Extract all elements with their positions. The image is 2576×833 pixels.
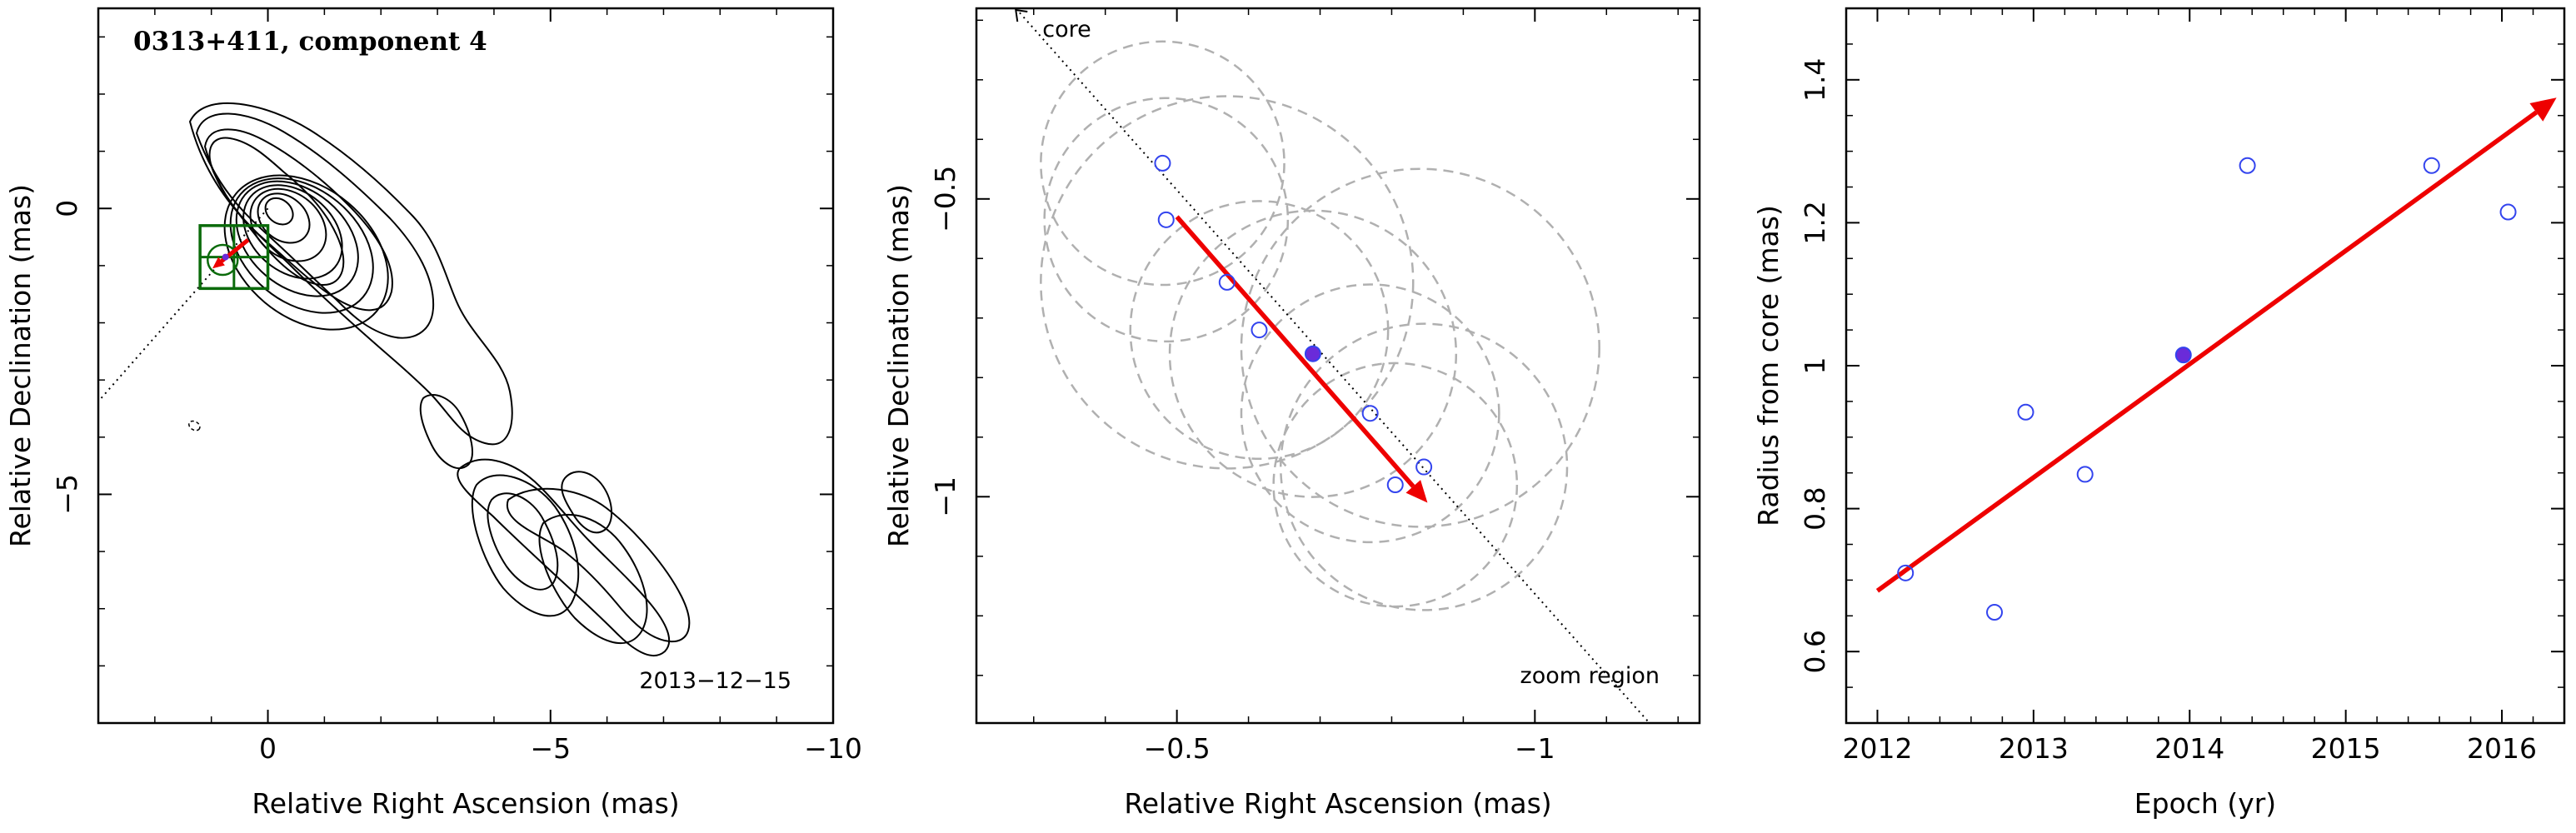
panel-radius-vs-epoch: 2012 2013 2014 2015 2016 0.6 0.8 1 1.2 1.4 Epoch … [1752,7,2566,820]
component-velocity-arrow-head [212,257,225,269]
ticks: 2012 2013 2014 2015 2016 0.6 0.8 1 1.2 1.4 [1799,7,2565,765]
component-position [1218,273,1236,291]
core-arrow-head [1015,8,1028,22]
contour-level [208,137,345,287]
x-tick-label: −0.5 [1144,732,1211,765]
radius-point [2017,403,2034,421]
chart-title: 0313+411, component 4 [133,27,487,57]
x-tick-label: 2012 [1842,732,1912,765]
component-size-circle [1129,200,1390,461]
radius-point [1897,564,1915,581]
component-position-filled [1304,345,1321,362]
epoch-label: 2013−12−15 [639,668,791,694]
component-position [1386,476,1404,493]
component-size-circle [1040,40,1286,287]
fit-arrow-shaft [1875,110,2538,593]
radius-content [1875,97,2557,621]
contour-level [188,102,513,446]
x-axis-label: Epoch (yr) [2134,787,2276,820]
y-tick-label: 0 [51,200,83,217]
contour-level [235,180,359,297]
x-tick-label: 2016 [2467,732,2537,765]
panel-frame [975,7,1701,725]
contour-level [264,197,294,226]
y-tick-label: 0.6 [1799,630,1831,673]
y-tick-label: −1 [929,476,961,517]
x-tick-label: 2014 [2154,732,2224,765]
contour-level [419,394,473,470]
x-axis-label: Relative Right Ascension (mas) [1124,787,1551,820]
panel-zoom-region: −0.5 −1 −0.5 −1 core zoom region Relative R… [882,7,1701,820]
velocity-arrow-shaft [1175,215,1415,488]
panel-frame [97,7,835,725]
component-position [1154,154,1171,172]
contour-overlay [98,207,270,403]
y-tick-label: −5 [51,474,83,515]
beam-ellipse [188,420,201,431]
contour-level [457,458,671,656]
radius-point [2076,466,2094,483]
contour-lines [188,102,691,656]
y-axis-label: Relative Declination (mas) [4,184,37,547]
x-tick-label: 0 [259,732,277,765]
y-tick-label: −0.5 [929,166,961,232]
contour-level [257,192,311,244]
component-circle [207,243,239,277]
y-tick-label: 1.2 [1799,201,1831,244]
component-size-circle [1240,167,1600,528]
panel-frame [1845,7,2566,725]
y-axis-label: Radius from core (mas) [1752,205,1785,526]
radius-point [2499,203,2517,221]
component-size-circle [1272,362,1519,608]
x-tick-label: 2015 [2311,732,2381,765]
x-tick-label: −10 [804,732,862,765]
zoom-region-annotation: zoom region [1520,663,1660,689]
core-annotation: core [1042,17,1091,42]
y-tick-label: 0.8 [1799,486,1831,530]
component-position [222,253,229,261]
jet-direction-line [1015,8,1650,723]
component-position [1251,322,1268,339]
contour-level [223,174,389,331]
x-tick-label: −1 [1515,732,1555,765]
y-axis-label: Relative Declination (mas) [882,184,915,547]
panel-contour-map: 0 −5 −10 0 −5 0313+411, component 4 2013−12−… [4,7,862,820]
radius-point [1986,604,2004,621]
contour-level [538,513,648,645]
contour-level [561,471,612,534]
radius-point [2239,157,2256,174]
fit-arrow-head [2529,97,2557,122]
ticks: −0.5 −1 −0.5 −1 [929,8,1700,765]
component-position [1157,211,1175,228]
zoom-content [1015,8,1650,723]
component-position [1415,458,1433,476]
component-size-circle [1043,97,1290,343]
x-tick-label: −5 [530,732,571,765]
component-size-circle [1168,209,1458,498]
component-position [1361,405,1379,422]
contour-level [487,492,559,591]
x-axis-label: Relative Right Ascension (mas) [252,787,679,820]
velocity-arrow-head [1405,480,1428,503]
radius-point [2423,157,2440,174]
contour-level [471,474,580,617]
contour-level [506,487,691,643]
jet-direction-line [98,207,269,403]
y-tick-label: 1 [1799,357,1831,375]
ticks: 0 −5 −10 0 −5 [51,8,862,765]
radius-point-filled [2174,347,2192,364]
y-tick-label: 1.4 [1799,58,1831,102]
contour-level [195,112,435,339]
component-size-circle [1240,283,1500,544]
x-tick-label: 2013 [1999,732,2069,765]
component-size-circle [1279,322,1569,611]
